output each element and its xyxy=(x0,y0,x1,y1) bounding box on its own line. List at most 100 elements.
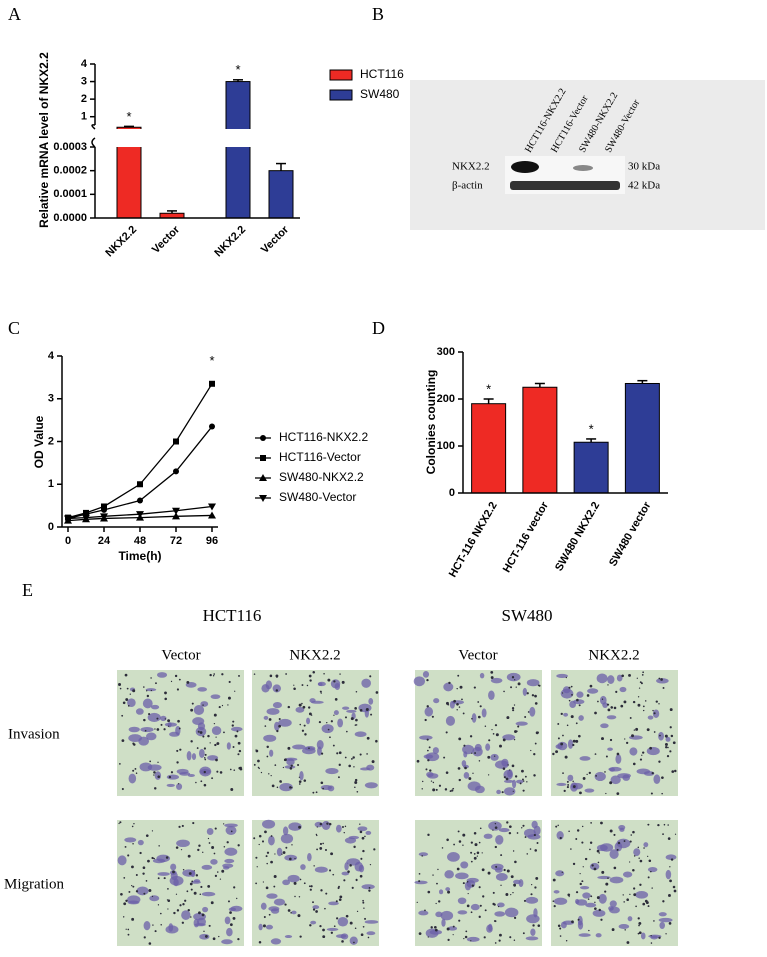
pore-dot xyxy=(258,940,262,944)
pore-dot xyxy=(456,702,459,706)
pore-dot xyxy=(173,911,176,915)
pore-dot xyxy=(177,719,180,723)
marker xyxy=(101,503,107,510)
pore-dot xyxy=(482,895,485,898)
pore-dot xyxy=(287,909,291,912)
pore-dot xyxy=(464,935,468,939)
pore-dot xyxy=(164,691,167,695)
pore-dot xyxy=(186,681,190,684)
pore-dot xyxy=(362,901,365,904)
pore-dot xyxy=(320,781,324,785)
pore-dot xyxy=(575,891,579,894)
stain-cell xyxy=(325,768,339,775)
pore-dot xyxy=(499,744,502,748)
pore-dot xyxy=(515,686,517,688)
pore-dot xyxy=(301,729,305,732)
y-tick-label: 3 xyxy=(48,393,54,405)
pore-dot xyxy=(354,927,357,930)
significance-mark: * xyxy=(486,381,491,396)
stain-cell xyxy=(337,718,344,728)
pore-dot xyxy=(218,935,220,938)
pore-dot xyxy=(494,826,498,829)
pore-dot xyxy=(364,917,367,920)
pore-dot xyxy=(266,745,269,749)
pore-dot xyxy=(273,885,276,888)
pore-dot xyxy=(632,762,636,766)
pore-dot xyxy=(226,841,229,844)
pore-dot xyxy=(139,851,142,855)
pore-dot xyxy=(641,674,644,676)
pore-dot xyxy=(514,860,517,864)
pore-dot xyxy=(227,900,230,903)
pore-dot xyxy=(659,734,661,737)
stain-cell xyxy=(610,775,621,785)
pore-dot xyxy=(213,713,217,717)
pore-dot xyxy=(192,821,195,825)
stain-cell xyxy=(530,928,536,936)
pore-dot xyxy=(512,850,515,852)
pore-dot xyxy=(258,843,260,846)
pore-dot xyxy=(348,764,351,768)
pore-dot xyxy=(435,902,437,905)
pore-dot xyxy=(237,844,240,847)
stain-cell xyxy=(483,833,493,839)
stain-cell xyxy=(658,917,673,923)
pore-dot xyxy=(458,737,462,741)
pore-dot xyxy=(458,919,461,922)
pore-dot xyxy=(641,754,643,756)
pore-dot xyxy=(651,771,654,775)
pore-dot xyxy=(632,830,635,834)
pore-dot xyxy=(461,698,463,701)
pore-dot xyxy=(469,735,473,738)
y-tick-label: 1 xyxy=(48,478,54,490)
stain-cell xyxy=(525,896,539,904)
stain-cell xyxy=(310,920,317,925)
pore-dot xyxy=(559,836,562,840)
pore-dot xyxy=(639,859,643,863)
pore-dot xyxy=(578,734,581,738)
pore-dot xyxy=(182,903,185,906)
pore-dot xyxy=(552,900,555,903)
stain-cell xyxy=(314,866,328,873)
blot-size-label: 30 kDa xyxy=(628,161,660,173)
stain-cell xyxy=(585,902,597,908)
pore-dot xyxy=(209,673,212,677)
stain-cell xyxy=(640,932,646,940)
pore-dot xyxy=(199,731,203,734)
pore-dot xyxy=(617,841,621,845)
pore-dot xyxy=(127,854,130,857)
pore-dot xyxy=(479,904,482,907)
pore-dot xyxy=(203,783,207,787)
pore-dot xyxy=(538,684,541,687)
stain-cell xyxy=(491,863,504,871)
pore-dot xyxy=(470,841,473,844)
pore-dot xyxy=(487,871,491,875)
pore-dot xyxy=(477,701,480,703)
pore-dot xyxy=(587,898,590,900)
marker xyxy=(172,512,180,520)
pore-dot xyxy=(572,743,575,747)
pore-dot xyxy=(523,780,525,782)
pore-dot xyxy=(290,912,292,914)
pore-dot xyxy=(650,942,653,944)
pore-dot xyxy=(664,734,668,738)
stain-cell xyxy=(447,926,458,931)
pore-dot xyxy=(646,728,650,732)
pore-dot xyxy=(521,827,523,829)
pore-dot xyxy=(356,910,359,913)
pore-dot xyxy=(255,856,258,859)
pore-dot xyxy=(320,752,324,755)
stain-cell xyxy=(579,756,591,761)
pore-dot xyxy=(234,734,238,738)
pore-dot xyxy=(294,895,296,898)
pore-dot xyxy=(324,848,328,852)
pore-dot xyxy=(307,706,311,709)
pore-dot xyxy=(446,838,449,842)
pore-dot xyxy=(153,857,155,860)
pore-dot xyxy=(473,831,477,835)
blot-band xyxy=(511,161,539,173)
stain-cell xyxy=(263,715,269,720)
stain-cell xyxy=(594,771,606,782)
pore-dot xyxy=(260,771,263,774)
pore-dot xyxy=(601,737,604,741)
